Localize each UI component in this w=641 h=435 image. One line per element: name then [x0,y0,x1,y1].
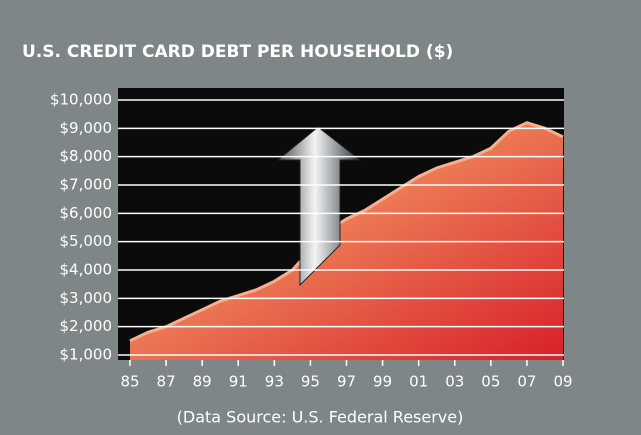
y-tick-label: $1,000 [60,346,113,364]
y-tick-label: $2,000 [60,317,113,335]
x-tick-label: 87 [157,373,176,391]
chart: U.S. CREDIT CARD DEBT PER HOUSEHOLD ($) … [0,0,641,435]
y-tick-label: $4,000 [60,261,113,279]
y-tick-label: $5,000 [60,232,113,250]
x-tick-label: 09 [553,373,572,391]
x-tick-label: 97 [337,373,356,391]
x-tick-label: 01 [409,373,428,391]
x-tick-label: 95 [301,373,320,391]
y-tick-label: $3,000 [60,289,113,307]
y-tick-label: $10,000 [50,91,112,109]
y-tick-label: $7,000 [60,176,113,194]
x-tick-label: 03 [445,373,464,391]
x-tick-label: 93 [265,373,284,391]
chart-title: U.S. CREDIT CARD DEBT PER HOUSEHOLD ($) [22,42,453,62]
x-tick-label: 91 [229,373,248,391]
x-tick-label: 85 [120,373,139,391]
source-note: (Data Source: U.S. Federal Reserve) [177,408,464,427]
x-tick-label: 05 [481,373,500,391]
y-tick-label: $6,000 [60,204,113,222]
y-tick-label: $9,000 [60,119,113,137]
x-tick-label: 99 [373,373,392,391]
x-tick-label: 89 [193,373,212,391]
y-tick-label: $8,000 [60,147,113,165]
x-tick-label: 07 [517,373,536,391]
